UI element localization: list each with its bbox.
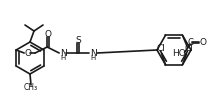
Text: HO: HO [173,49,186,58]
Text: O: O [24,49,31,58]
Text: N: N [90,49,97,58]
Text: S: S [75,35,81,44]
Text: Cl: Cl [156,44,165,53]
Text: O: O [44,29,51,39]
Text: O: O [200,38,207,47]
Text: H: H [91,54,96,60]
Text: N: N [60,49,67,58]
Text: H: H [61,54,66,60]
Text: C: C [187,38,193,47]
Text: Cl: Cl [184,44,193,53]
Text: CH₃: CH₃ [24,83,38,93]
